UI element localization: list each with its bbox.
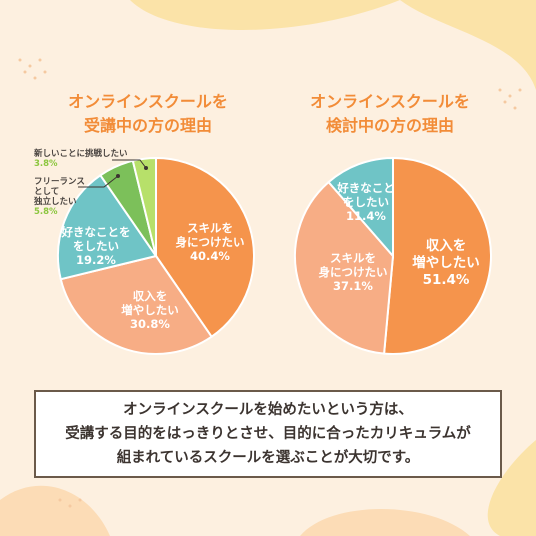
- pie1-label-5: 新しいことに挑戦したい: [34, 148, 128, 159]
- right-title-line-1: オンラインスクールを: [310, 92, 470, 111]
- pie2-label-2: スキルを身につけたい: [319, 251, 388, 279]
- pie1-leader-dot-5: [144, 166, 148, 170]
- pie2-slice-1: [382, 156, 492, 355]
- pie1-slice-1: [155, 156, 255, 339]
- pie2-label-1: 収入を増やしたい: [412, 238, 480, 271]
- pie1-value-4: 5.8%: [34, 207, 58, 217]
- pie1-leader-5: [112, 159, 147, 169]
- left-chart-title: オンラインスクールを 受講中の方の理由: [38, 90, 258, 138]
- left-title-line-1: オンラインスクールを: [68, 92, 228, 111]
- pie1-label-4: フリーランスとして独立したい: [33, 177, 85, 207]
- pie1-value-1: 40.4%: [190, 249, 230, 263]
- bottom-right-blob: [487, 440, 536, 536]
- dot-pattern: [18, 58, 522, 508]
- pie1-label-2: 収入を増やしたい: [121, 289, 179, 317]
- left-title-line-2: 受講中の方の理由: [83, 116, 212, 135]
- top-right-blob: [400, 0, 536, 90]
- pie1-label-1: スキルを身につけたい: [176, 221, 245, 249]
- right-chart-title: オンラインスクールを 検討中の方の理由: [280, 90, 500, 138]
- pie2-slice-3: [327, 156, 394, 259]
- pie1-slice-5: [131, 156, 157, 257]
- pie1-label-3: 好きなことををしたい: [61, 225, 131, 253]
- pie1-leader-4: [78, 175, 119, 188]
- pie1-slice-3: [57, 173, 158, 281]
- pie1-slice-2: [59, 254, 213, 355]
- pie1-value-2: 30.8%: [130, 317, 170, 331]
- note-line-1: オンラインスクールを始めたいという方は、: [123, 402, 413, 418]
- pie2-value-1: 51.4%: [423, 272, 470, 288]
- pie2-slice-2: [294, 180, 395, 355]
- left-blob: [0, 485, 110, 536]
- pie2-value-2: 37.1%: [333, 279, 373, 293]
- note-line-3: 組まれているスクールを選ぶことが大切です。: [116, 450, 420, 466]
- pie2-label-3: 好きなことをしたい: [336, 181, 395, 209]
- pie1-leader-dot-4: [116, 174, 120, 178]
- pie2-value-3: 11.4%: [346, 209, 386, 223]
- note-line-2: 受講する目的をはっきりとさせ、目的に合ったカリキュラムが: [65, 426, 471, 442]
- right-title-line-2: 検討中の方の理由: [325, 116, 454, 135]
- pie1-value-3: 19.2%: [76, 253, 116, 267]
- top-blob: [130, 0, 400, 30]
- bottom-blob: [300, 509, 470, 536]
- pie1-value-5: 3.8%: [34, 159, 58, 169]
- summary-note: オンラインスクールを始めたいという方は、 受講する目的をはっきりとさせ、目的に合…: [34, 390, 502, 478]
